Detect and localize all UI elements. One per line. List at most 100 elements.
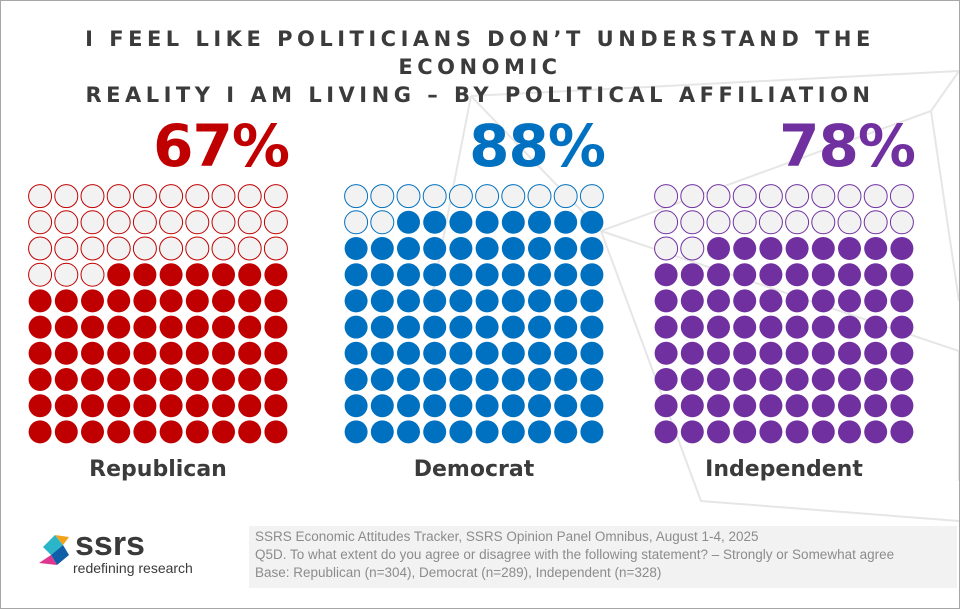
waffle-dot-filled xyxy=(864,263,888,287)
waffle-dot-empty xyxy=(654,184,679,209)
waffle-dot-filled xyxy=(449,394,473,418)
waffle-dot-filled xyxy=(107,420,131,444)
waffle-dot-filled xyxy=(159,341,183,365)
waffle-dot-filled xyxy=(344,420,368,444)
waffle-dot-filled xyxy=(785,263,809,287)
waffle-dot-filled xyxy=(654,263,678,287)
waffle-dot-empty xyxy=(106,184,131,209)
waffle-dot-filled xyxy=(133,420,157,444)
waffle-dot-empty xyxy=(889,184,914,209)
waffle-dot-filled xyxy=(344,341,368,365)
waffle-dot-filled xyxy=(733,237,757,260)
waffle-dot-filled xyxy=(81,341,104,365)
waffle-dot-empty xyxy=(237,236,262,261)
waffle-dot-filled xyxy=(212,420,235,444)
waffle-dot-filled xyxy=(54,315,78,339)
waffle-dot-filled xyxy=(811,394,835,418)
waffle-dot-filled xyxy=(370,263,394,287)
waffle-dot-filled xyxy=(759,237,783,260)
waffle-dot-filled xyxy=(423,237,447,260)
waffle-dot-empty xyxy=(501,184,526,209)
waffle-dot-filled xyxy=(185,263,209,287)
waffle-svg xyxy=(654,184,914,444)
waffle-dot-empty xyxy=(811,210,836,235)
waffle-dot-empty xyxy=(80,262,105,287)
waffle-dot-empty xyxy=(732,184,757,209)
waffle-dot-empty xyxy=(680,210,705,235)
waffle-dot-filled xyxy=(344,368,368,391)
waffle-dot-filled xyxy=(159,368,183,391)
waffle-dot-filled xyxy=(501,237,525,260)
waffle-dot-filled xyxy=(475,289,499,313)
waffle-dot-empty xyxy=(863,184,888,209)
waffle-dot-filled xyxy=(733,341,757,365)
waffle-dot-filled xyxy=(811,420,835,444)
waffle-dot-filled xyxy=(528,237,551,260)
waffle-dot-filled xyxy=(370,368,394,391)
waffle-dot-filled xyxy=(580,341,604,365)
waffle-dot-filled xyxy=(580,263,604,287)
waffle-dot-filled xyxy=(81,289,104,313)
waffle-dot-filled xyxy=(707,315,730,339)
waffle-dot-filled xyxy=(264,289,288,313)
waffle-dot-filled xyxy=(838,263,861,287)
waffle-dot-filled xyxy=(397,210,420,234)
waffle-dot-filled xyxy=(759,263,783,287)
waffle-dot-filled xyxy=(680,394,704,418)
chart-title-line-2: REALITY I AM LIVING – BY POLITICAL AFFIL… xyxy=(85,83,875,107)
waffle-dot-filled xyxy=(811,341,835,365)
waffle-dot-filled xyxy=(501,341,525,365)
waffle-dot-filled xyxy=(370,420,394,444)
waffle-dot-filled xyxy=(370,341,394,365)
waffle-dot-filled xyxy=(733,289,757,313)
waffle-dot-filled xyxy=(54,368,78,391)
waffle-dot-filled xyxy=(838,341,861,365)
waffle-dot-empty xyxy=(680,236,705,261)
waffle-dot-filled xyxy=(475,341,499,365)
waffle-dot-filled xyxy=(654,341,678,365)
waffle-dot-empty xyxy=(185,210,210,235)
waffle-dot-filled xyxy=(680,315,704,339)
waffle-dot-filled xyxy=(501,420,525,444)
waffle-dot-filled xyxy=(264,315,288,339)
waffle-dot-filled xyxy=(554,210,578,234)
waffle-dot-filled xyxy=(449,263,473,287)
waffle-dot-empty xyxy=(80,184,105,209)
waffle-dot-filled xyxy=(28,315,52,339)
waffle-dot-filled xyxy=(554,341,578,365)
waffle-dot-filled xyxy=(81,368,104,391)
waffle-dot-empty xyxy=(80,236,105,261)
waffle-dot-filled xyxy=(680,289,704,313)
waffle-dot-filled xyxy=(185,368,209,391)
waffle-dot-filled xyxy=(28,394,52,418)
waffle-dot-filled xyxy=(554,420,578,444)
waffle-dot-filled xyxy=(733,420,757,444)
waffle-dot-empty xyxy=(785,210,810,235)
waffle-dot-filled xyxy=(707,368,730,391)
waffle-dot-empty xyxy=(237,210,262,235)
waffle-dot-empty xyxy=(54,262,79,287)
waffle-dot-filled xyxy=(264,263,288,287)
chart-title-line-1: I FEEL LIKE POLITICIANS DON’T UNDERSTAND… xyxy=(85,27,875,79)
waffle-dot-filled xyxy=(890,341,914,365)
waffle-dot-filled xyxy=(501,394,525,418)
waffle-dot-filled xyxy=(654,368,678,391)
waffle-dot-filled xyxy=(54,289,78,313)
waffle-dot-filled xyxy=(423,341,447,365)
waffle-dot-empty xyxy=(837,184,862,209)
waffle-dot-filled xyxy=(264,341,288,365)
waffle-dot-filled xyxy=(28,420,52,444)
waffle-dot-empty xyxy=(654,236,679,261)
waffle-dot-filled xyxy=(528,341,551,365)
source-notes: SSRS Economic Attitudes Tracker, SSRS Op… xyxy=(249,526,957,588)
waffle-dot-filled xyxy=(838,420,861,444)
waffle-dot-filled xyxy=(890,368,914,391)
waffle-dot-empty xyxy=(811,184,836,209)
waffle-dot-filled xyxy=(423,420,447,444)
waffle-dot-filled xyxy=(107,289,131,313)
waffle-dot-filled xyxy=(785,394,809,418)
waffle-dot-filled xyxy=(580,237,604,260)
waffle-dot-empty xyxy=(132,184,157,209)
waffle-dot-filled xyxy=(238,315,262,339)
waffle-dot-filled xyxy=(890,394,914,418)
